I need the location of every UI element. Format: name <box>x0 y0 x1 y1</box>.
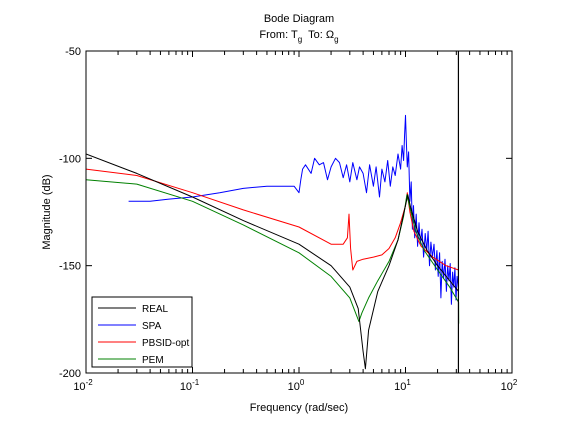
x-tick-label: 101 <box>394 378 411 393</box>
series-line-real <box>86 153 459 370</box>
legend-label-pem: PEM <box>142 355 164 366</box>
subtitle-to-sub: g <box>334 35 338 44</box>
x-axis-label: Frequency (rad/sec) <box>250 402 348 414</box>
x-tick-label: 10-1 <box>180 378 200 393</box>
subtitle-to: To: Ω <box>308 29 334 41</box>
series-line-pem <box>86 179 460 324</box>
x-tick-label: 10-2 <box>73 378 93 393</box>
y-tick-label: -200 <box>59 368 81 380</box>
chart-title: Bode Diagram <box>264 13 334 25</box>
legend-label-spa: SPA <box>142 321 162 332</box>
x-tick-label: 102 <box>501 378 518 393</box>
y-tick-label: -100 <box>59 153 81 165</box>
legend: REAL SPA PBSID-opt PEM <box>91 296 193 368</box>
series-line-pbsid-opt <box>86 168 459 271</box>
series-line-spa <box>128 114 459 305</box>
legend-box <box>91 296 193 368</box>
legend-label-pbsid-opt: PBSID-opt <box>142 338 189 349</box>
y-axis-label: Magnitude (dB) <box>41 174 53 249</box>
x-tick-label: 100 <box>288 378 305 393</box>
y-tick-label: -50 <box>65 46 81 58</box>
subtitle-from-sub: g <box>298 35 302 44</box>
y-tick-label: -150 <box>59 261 81 273</box>
plot-frame <box>85 50 513 374</box>
chart-subtitle: From: Tg To: Ωg <box>259 29 338 44</box>
legend-label-real: REAL <box>142 304 169 315</box>
subtitle-from: From: T <box>259 29 298 41</box>
